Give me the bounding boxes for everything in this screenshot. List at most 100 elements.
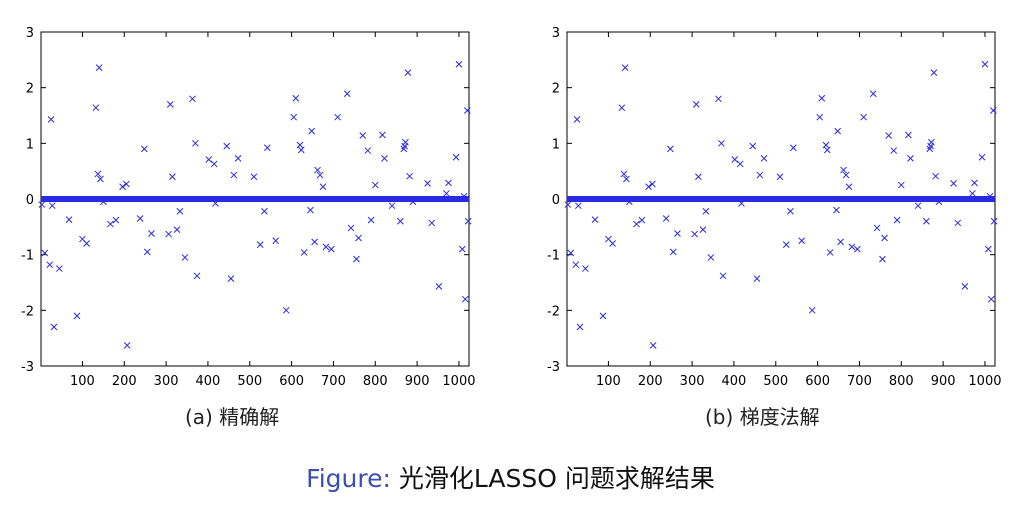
data-point (463, 107, 471, 114)
data-point (649, 342, 657, 349)
chart-gradient-solution: 100 200 300 400 500 600 700 800 900 1000 -3 -2 -1 0 1 2… (547, 26, 1001, 389)
data-point (272, 237, 280, 245)
data-point (401, 142, 408, 150)
x-tick-label: 100 (70, 374, 95, 389)
data-point (618, 104, 626, 112)
data-point (620, 170, 628, 178)
figure-caption-text: 光滑化LASSO 问题求解结果 (390, 464, 715, 493)
data-point (92, 104, 100, 112)
data-point (782, 241, 790, 249)
data-point (328, 245, 335, 253)
data-point (424, 180, 431, 187)
data-point (404, 69, 412, 76)
data-point (41, 249, 49, 257)
data-point (296, 141, 304, 149)
data-point (122, 180, 130, 188)
data-point (990, 217, 998, 225)
data-point (574, 202, 582, 210)
y-tick-label: 3 (26, 26, 34, 41)
data-point (881, 234, 888, 242)
data-point (699, 226, 707, 233)
data-point (731, 156, 739, 163)
data-point (119, 183, 126, 191)
data-point (808, 306, 816, 314)
figure-caption: Figure: 光滑化LASSO 问题求解结果 (0, 459, 1021, 495)
data-point (822, 141, 830, 149)
y-tick-label: 2 (26, 82, 34, 97)
data-point (978, 153, 986, 161)
data-point (873, 224, 881, 232)
data-point (674, 230, 681, 237)
data-point (818, 94, 826, 102)
y-tick-label: 3 (552, 26, 560, 41)
data-point (381, 155, 388, 162)
data-point (609, 240, 616, 247)
data-point (669, 248, 677, 256)
data-point (879, 255, 886, 263)
data-point (932, 172, 939, 180)
caption-exact-solution: (a) 精确解 (185, 405, 280, 429)
data-point (935, 198, 943, 206)
x-tick-label: 300 (154, 374, 179, 389)
x-tick-label: 800 (889, 374, 914, 389)
data-point (969, 190, 976, 197)
data-point (143, 248, 151, 256)
data-point (316, 171, 324, 179)
x-tick-label: 600 (805, 374, 830, 389)
data-point (638, 216, 646, 224)
data-point (445, 179, 452, 187)
x-tick-label: 700 (321, 374, 346, 389)
data-point (749, 142, 757, 150)
data-point (38, 201, 46, 208)
data-point (621, 64, 629, 71)
data-point (582, 265, 589, 272)
data-point (307, 206, 314, 214)
data-point (223, 142, 231, 150)
data-point (893, 216, 901, 224)
data-point (136, 215, 144, 222)
figure-plots: 100 200 300 400 500 600 700 800 900 1000-3-2-1012… (21, 26, 1001, 389)
data-point (848, 243, 856, 251)
y-tick-label: -1 (21, 249, 34, 264)
data-point (823, 146, 831, 154)
data-point (212, 200, 219, 207)
y-tick-label: 2 (552, 82, 560, 97)
data-point (845, 183, 853, 191)
data-point (869, 90, 877, 98)
data-point (364, 147, 372, 154)
data-point (367, 216, 375, 224)
data-point (826, 249, 834, 256)
data-point (645, 183, 652, 191)
data-point (379, 131, 386, 139)
y-tick-label: -1 (547, 249, 560, 264)
data-point (914, 202, 922, 210)
data-point (789, 144, 797, 152)
data-point (981, 60, 989, 68)
data-point (923, 217, 930, 225)
data-point (854, 245, 861, 253)
figure-caption-lead: Figure: (306, 464, 391, 493)
data-point (50, 323, 58, 331)
data-point (567, 249, 575, 257)
data-point (648, 180, 656, 188)
data-point (297, 146, 305, 154)
data-point (227, 275, 235, 282)
x-tick-label: 800 (363, 374, 388, 389)
y-tick-label: 0 (552, 193, 560, 208)
data-point (897, 181, 905, 189)
data-point (205, 156, 213, 163)
data-point (73, 312, 81, 320)
x-tick-label: 1000 (442, 374, 475, 389)
data-point (343, 90, 351, 98)
data-point (984, 245, 992, 253)
data-point (623, 175, 630, 183)
data-point (290, 113, 298, 121)
data-point (842, 171, 850, 179)
data-point (986, 192, 994, 200)
y-tick-label: -3 (21, 360, 34, 375)
data-point (148, 230, 155, 237)
x-tick-label: 200 (638, 374, 663, 389)
data-point (573, 116, 581, 123)
x-tick-label: 700 (847, 374, 872, 389)
data-point (189, 95, 196, 103)
